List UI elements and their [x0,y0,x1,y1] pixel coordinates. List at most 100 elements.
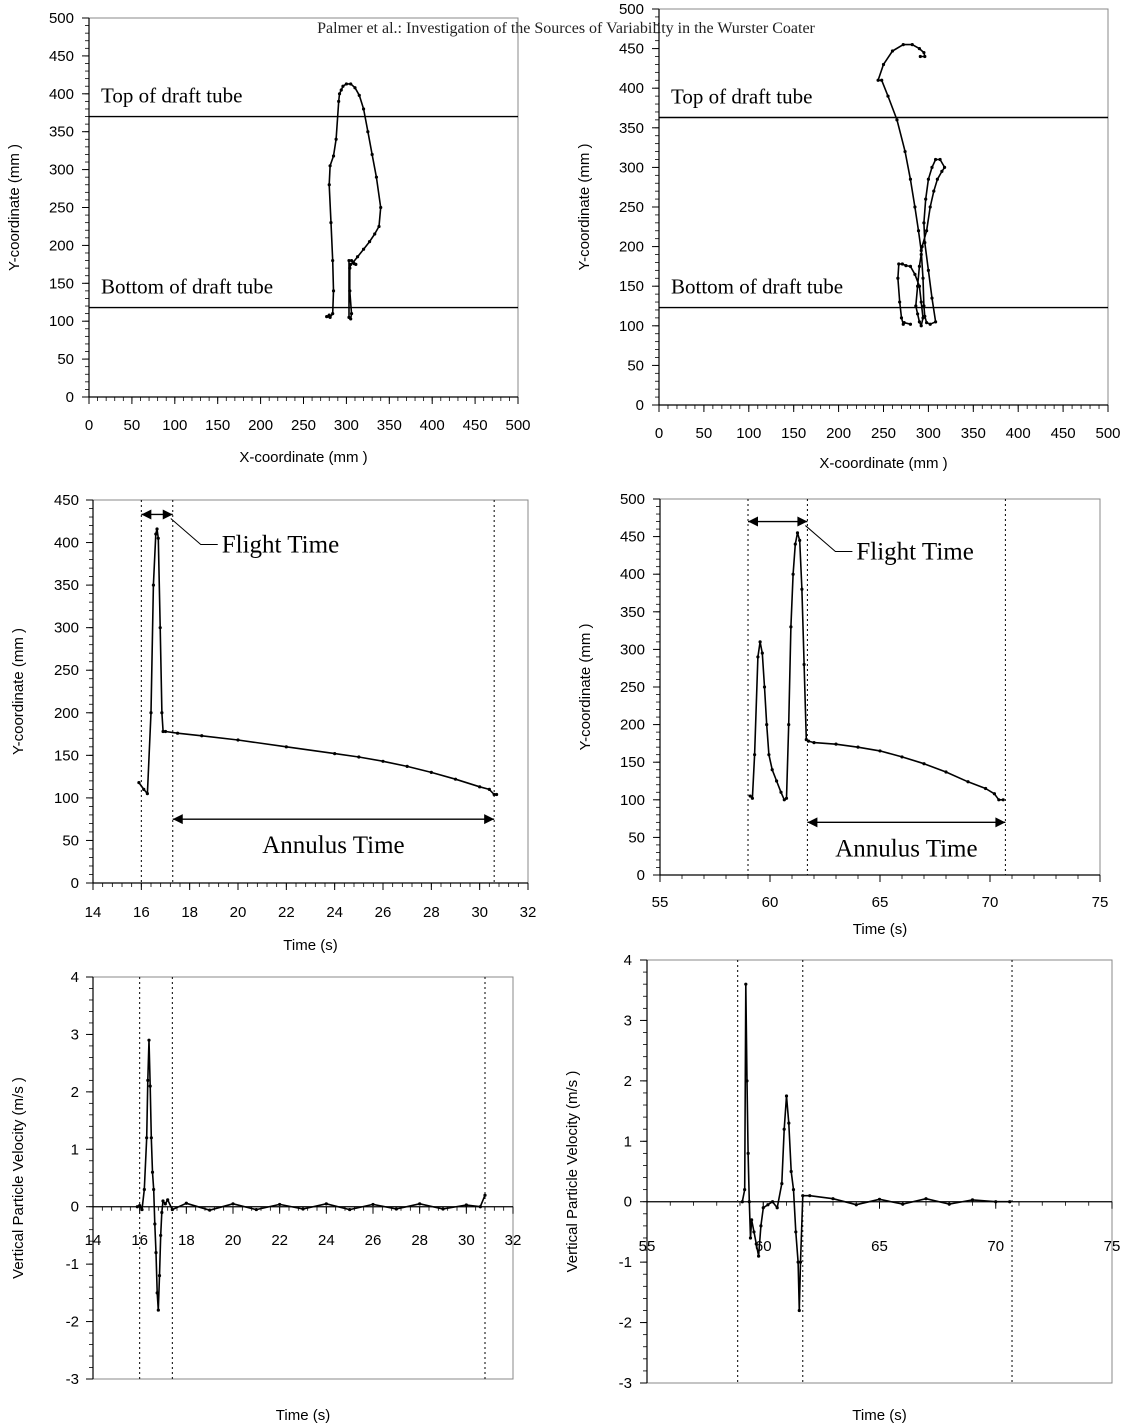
ytime-left-x-tick-label: 32 [520,904,537,921]
ytime-left-y-tick-label: 450 [54,492,79,509]
trajectory-right-x-tick-label: 400 [1006,425,1031,442]
velocity-left-x-tick-label: 26 [365,1232,382,1249]
trajectory-left-series-line-0 [325,83,382,320]
velocity-left-x-tick-label: 22 [271,1232,288,1249]
trajectory-right-data-point [886,94,890,98]
trajectory-left-data-point [328,315,332,320]
trajectory-left-x-tick-label: 450 [463,417,488,434]
trajectory-right-ref-label-1: Bottom of draft tube [671,275,843,299]
velocity-left-data-point [148,1084,152,1088]
ytime-left-data-point [154,532,158,536]
velocity-right-data-point [901,1202,905,1206]
velocity-left-data-point [418,1202,422,1206]
trajectory-right-data-point [926,177,931,181]
ytime-left-data-point [155,527,159,531]
ytime-right-data-point [802,662,806,667]
trajectory-left-data-point [347,258,351,263]
trajectory-right-x-tick-label: 0 [655,425,663,442]
velocity-right-data-point [798,1260,803,1264]
velocity-left-data-point [371,1202,375,1207]
trajectory-left-data-point [370,152,374,157]
trajectory-left-data-point [357,93,361,97]
velocity-left-data-point [153,1222,157,1226]
trajectory-left-data-point [341,84,345,88]
trajectory-right-data-point [935,177,939,181]
trajectory-right-x-tick-label: 150 [781,425,806,442]
trajectory-left-data-point [355,255,360,259]
trajectory-left-data-point [331,258,335,263]
ytime-left-y-tick-label: 200 [54,705,79,722]
ytime-left-data-point [453,777,458,781]
velocity-left-data-point [146,1078,150,1082]
trajectory-right-data-point [880,78,884,82]
ytime-right-y-tick-label: 250 [620,679,645,696]
ytime-left-y-tick-label: 400 [54,535,79,552]
trajectory-left-data-point [337,99,341,103]
velocity-right-data-point [877,1197,882,1201]
ytime-left-data-point [142,787,146,791]
velocity-right-data-point [752,1230,756,1234]
ytime-right-data-point [789,625,793,629]
ytime-right-data-point [798,538,802,542]
ytime-right-y-tick-label: 450 [620,529,645,546]
velocity-right-data-point [747,1200,751,1204]
ytime-left-data-point [163,729,168,734]
ytime-right-y-tick-label: 50 [628,829,645,846]
velocity-left-data-point [301,1207,305,1211]
velocity-right-data-point [784,1094,789,1098]
trajectory-right-y-tick-label: 300 [619,159,644,176]
ytime-right-x-tick-label: 75 [1092,894,1109,911]
trajectory-right-data-point [923,54,927,59]
ytime-right-data-point [793,542,797,546]
velocity-right-data-point [745,1079,749,1083]
ytime-right-data-point [779,790,783,794]
velocity-left-data-point [138,1203,142,1208]
trajectory-right-x-tick-label: 100 [736,425,761,442]
trajectory-left-data-point [349,312,354,316]
trajectory-right-data-point [901,322,905,326]
ytime-left-x-tick-label: 26 [375,904,392,921]
trajectory-right-x-tick-label: 450 [1051,425,1076,442]
ytime-right-x-tick-label: 55 [652,894,669,911]
trajectory-right-data-point [916,284,920,288]
trajectory-right-data-point [926,268,931,272]
trajectory-right-data-point [913,205,917,209]
ytime-right-data-point [756,655,760,659]
ytime-left-x-tick-label: 14 [85,904,102,921]
ytime-right-data-point [800,587,804,591]
trajectory-right-data-point [938,157,942,162]
velocity-right-data-point [759,1224,763,1228]
ytime-right-data-point [812,741,816,745]
trajectory-left-x-tick-label: 150 [205,417,230,434]
velocity-right-series-line-0 [741,983,1010,1312]
trajectory-right-data-point [940,169,944,173]
ytime-left-data-point [236,738,240,742]
trajectory-left-data-point [354,262,358,266]
trajectory-right-data-point [930,165,934,169]
velocity-left-data-point [170,1207,174,1212]
trajectory-right-data-point [901,43,905,47]
trajectory-left-data-point [361,107,366,111]
velocity-right-y-axis-title: Vertical Particle Velocity (m/s ) [564,1071,581,1273]
trajectory-left-data-point [328,164,332,168]
velocity-right-data-point [770,1200,775,1204]
ytime-right-annotation-leader-0 [805,525,853,553]
trajectory-right-plot-frame [658,8,1109,406]
trajectory-right-y-tick-label: 0 [636,397,644,414]
trajectory-left-y-tick-label: 200 [49,237,74,254]
velocity-left-y-tick-label: 1 [71,1141,79,1158]
trajectory-right-y-tick-label: 400 [619,80,644,97]
trajectory-left-x-tick-label: 300 [334,417,359,434]
trajectory-right-y-tick-label: 200 [619,239,644,256]
velocity-right-y-tick-label: 4 [624,952,632,969]
velocity-right-data-point [754,1242,758,1246]
trajectory-right-data-point [898,300,902,304]
ytime-left-annotation-label-0: Flight Time [222,531,339,558]
velocity-left-x-axis-title: Time (s) [276,1407,330,1424]
velocity-right-x-tick-label: 55 [639,1238,656,1255]
trajectory-right-data-point [897,262,901,266]
velocity-left-y-tick-label: -3 [66,1371,79,1388]
velocity-right-plot-frame [646,959,1113,1384]
trajectory-right-x-tick-label: 300 [916,425,941,442]
